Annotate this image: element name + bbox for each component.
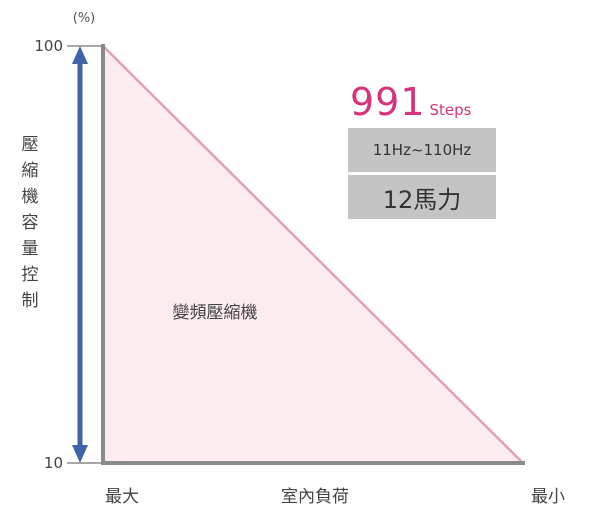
capacity-range-arrow [72,46,88,463]
y-tick-label: 10 [44,454,63,472]
y-tick-labels: 100 10 [34,37,103,472]
steps-readout: 991 Steps [350,80,472,124]
steps-unit: Steps [429,101,472,119]
x-axis-label: 室內負荷 [281,487,349,507]
y-tick-label: 100 [34,37,63,55]
area-label: 變頻壓縮機 [173,303,258,323]
steps-number: 991 [350,80,426,124]
y-axis-label: 壓縮機容量控制 [22,135,39,311]
x-tick-label: 最小 [531,487,565,507]
x-tick-labels: 最大 最小 [105,487,565,507]
horsepower-badge: 12馬力 [348,175,496,219]
arrow-head-down [72,445,88,463]
x-tick-label: 最大 [105,487,139,507]
arrow-head-up [72,46,88,64]
frequency-range-badge: 11Hz~110Hz [348,128,496,172]
capacity-series-line [102,45,524,464]
y-unit-label: (%) [73,11,96,26]
